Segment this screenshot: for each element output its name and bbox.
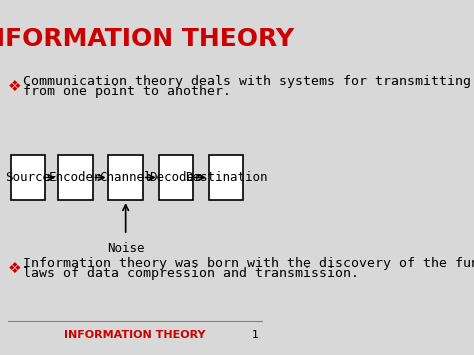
Text: INFORMATION THEORY: INFORMATION THEORY [0,27,294,51]
Text: Decoder: Decoder [150,171,202,184]
Text: 1: 1 [252,330,259,340]
Text: Channel: Channel [100,171,152,184]
Text: laws of data compression and transmission.: laws of data compression and transmissio… [23,267,359,280]
Text: ❖: ❖ [8,261,21,276]
Text: Destination: Destination [185,171,267,184]
FancyBboxPatch shape [109,155,143,200]
Text: from one point to another.: from one point to another. [23,86,230,98]
Text: ❖: ❖ [8,79,21,94]
FancyBboxPatch shape [11,155,45,200]
Text: INFORMATION THEORY: INFORMATION THEORY [64,330,206,340]
Text: Noise: Noise [107,242,145,255]
Text: Communication theory deals with systems for transmitting information: Communication theory deals with systems … [23,75,474,88]
FancyBboxPatch shape [159,155,193,200]
Text: Encoder: Encoder [49,171,102,184]
FancyBboxPatch shape [58,155,92,200]
Text: Information theory was born with the discovery of the fundamental: Information theory was born with the dis… [23,257,474,269]
FancyBboxPatch shape [209,155,243,200]
Text: Source: Source [5,171,50,184]
